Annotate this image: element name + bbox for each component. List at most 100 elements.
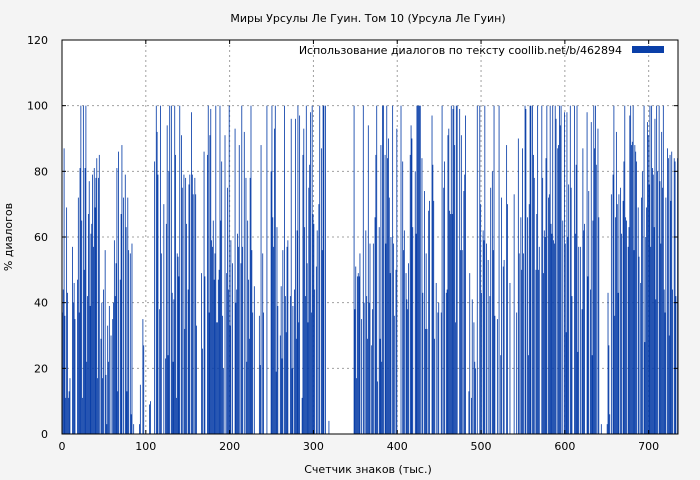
bar <box>667 148 668 434</box>
bar <box>407 309 409 434</box>
bar <box>493 105 495 435</box>
bar <box>620 187 622 434</box>
bar <box>240 263 242 434</box>
bar <box>235 302 237 434</box>
bar <box>475 368 477 434</box>
bar <box>417 105 419 435</box>
bar <box>460 135 462 434</box>
bar <box>389 273 391 434</box>
bar <box>119 279 121 434</box>
bar <box>469 273 471 434</box>
bar <box>672 289 673 434</box>
bar <box>479 105 481 435</box>
bar <box>549 105 551 435</box>
bar <box>312 214 314 434</box>
bar <box>165 358 166 434</box>
bar <box>631 145 632 434</box>
bar <box>471 299 473 434</box>
bar <box>532 105 534 435</box>
bar <box>568 184 570 434</box>
x-axis-title: Счетчик знаков (тыс.) <box>304 463 432 476</box>
bar <box>489 296 491 434</box>
bar <box>610 194 612 434</box>
bar <box>79 168 81 435</box>
legend: Использование диалогов по тексту coollib… <box>299 44 664 57</box>
bar <box>262 253 264 434</box>
bar <box>297 105 299 435</box>
bar <box>410 125 412 435</box>
bar <box>548 194 550 434</box>
bar <box>425 253 427 434</box>
bar <box>323 105 325 435</box>
bar <box>159 309 161 434</box>
bar <box>271 105 273 435</box>
bar <box>461 250 463 434</box>
bar <box>354 309 356 434</box>
bar <box>593 105 595 435</box>
bar <box>176 253 178 434</box>
bar <box>624 105 626 435</box>
bar <box>78 312 80 434</box>
bar <box>63 148 65 434</box>
bar <box>649 105 651 435</box>
bar <box>253 286 255 434</box>
bar <box>270 171 272 434</box>
bar <box>157 174 159 434</box>
bar <box>91 223 93 434</box>
bar <box>494 315 496 434</box>
bar <box>166 125 168 435</box>
bar <box>382 105 383 435</box>
bar <box>632 105 634 435</box>
bar <box>160 253 162 434</box>
bar <box>553 240 554 434</box>
bar <box>450 214 451 434</box>
bar <box>584 223 585 434</box>
bar <box>108 305 110 434</box>
bar <box>325 105 326 435</box>
bar <box>286 246 288 434</box>
bar <box>380 145 382 434</box>
bar <box>279 335 281 434</box>
bar <box>491 171 493 434</box>
bar <box>247 220 249 434</box>
bar <box>470 397 472 434</box>
bar <box>203 151 205 434</box>
bar <box>551 233 553 434</box>
bar <box>403 230 405 434</box>
bar <box>201 348 203 434</box>
bar <box>578 246 580 434</box>
bar <box>453 105 455 435</box>
bar <box>608 345 610 434</box>
bar <box>291 368 293 434</box>
bar <box>131 243 133 434</box>
bar <box>69 378 71 434</box>
bar <box>582 148 584 434</box>
bar <box>160 105 161 435</box>
bar <box>600 424 602 434</box>
bar <box>94 207 96 434</box>
bar <box>629 115 631 435</box>
bar <box>528 204 530 434</box>
bar <box>220 220 222 434</box>
bar <box>444 161 446 435</box>
bar <box>242 246 244 434</box>
bar <box>241 105 243 435</box>
bar <box>641 197 642 434</box>
bar <box>77 197 79 434</box>
bar <box>636 161 637 435</box>
bar <box>87 214 89 434</box>
bar <box>318 204 320 434</box>
bar <box>637 207 639 434</box>
bar <box>459 108 461 434</box>
bar <box>490 187 492 434</box>
bar <box>662 105 664 435</box>
bar <box>171 292 173 434</box>
bar <box>414 171 416 434</box>
bar <box>368 302 370 434</box>
bar <box>274 128 275 434</box>
bar <box>369 243 371 434</box>
bar <box>245 177 247 434</box>
bar <box>664 312 666 434</box>
bar <box>101 302 103 434</box>
bar <box>393 243 394 434</box>
